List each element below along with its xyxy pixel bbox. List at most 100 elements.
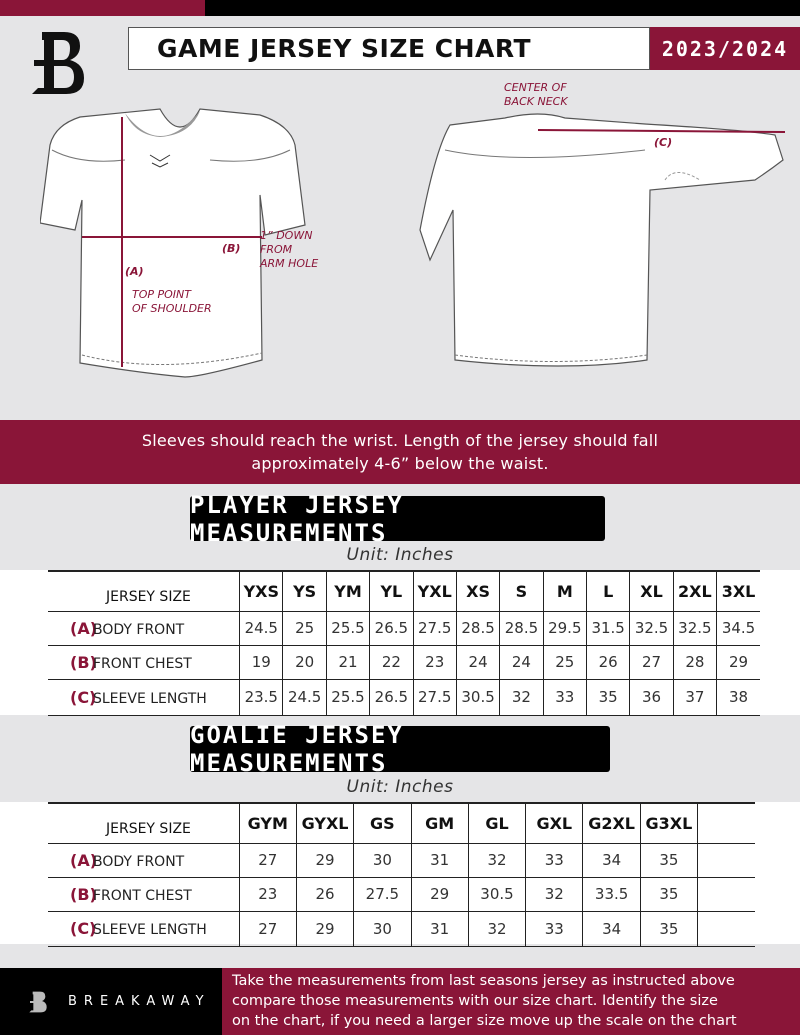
label-a: (A) (125, 265, 144, 278)
size-column-header: S (499, 571, 544, 611)
size-column-header (697, 803, 755, 843)
table-cell: 26 (585, 645, 630, 679)
shoulder-note: TOP POINT OF SHOULDER (132, 288, 212, 315)
table-cell: 21 (325, 645, 370, 679)
size-column-header: 2XL (672, 571, 717, 611)
measure-marker: (A) (70, 850, 98, 870)
table-cell: 35 (585, 679, 630, 715)
table-cell: 27 (238, 843, 297, 877)
table-cell: 32 (525, 877, 583, 911)
table-cell: 33 (542, 679, 587, 715)
goalie-section-title: GOALIE JERSEY MEASUREMENTS (190, 721, 610, 777)
table-cell: 29 (410, 877, 469, 911)
table-cell: 26 (295, 877, 354, 911)
season-badge: 2023/2024 (650, 27, 800, 70)
table-cell: 30 (353, 843, 412, 877)
table-cell: 35 (639, 911, 698, 946)
size-column-header: GYXL (295, 803, 354, 843)
size-column-header: YXL (412, 571, 457, 611)
table-cell: 25.5 (325, 679, 370, 715)
table-cell: 24 (499, 645, 544, 679)
size-header: JERSEY SIZE (106, 589, 191, 606)
table-cell: 35 (639, 843, 698, 877)
table-cell: 29 (295, 911, 354, 946)
table-cell: 22 (369, 645, 414, 679)
label-b: (B) (222, 242, 241, 255)
goalie-measurements-table: JERSEY SIZE GYM GYXL GS GM GL GXL G2XL G3XL (A)BO… (48, 802, 755, 947)
jersey-back-diagram (419, 113, 786, 367)
size-column-header: YXS (239, 571, 283, 611)
table-cell: 27.5 (353, 877, 412, 911)
table-cell: 30.5 (467, 877, 526, 911)
table-cell: 28.5 (455, 611, 500, 645)
size-column-header: GXL (525, 803, 583, 843)
table-row: (A)BODY FRONT 27 29 30 31 32 33 34 35 (48, 843, 755, 877)
footer-instructions: Take the measurements from last seasons … (222, 968, 800, 1035)
table-cell: 37 (672, 679, 717, 715)
table-cell: 26.5 (369, 611, 414, 645)
size-column-header: 3XL (716, 571, 760, 611)
table-cell: 24.5 (282, 679, 327, 715)
measure-label: SLEEVE LENGTH (93, 922, 207, 938)
top-black-bar (205, 0, 800, 16)
size-column-header: GM (410, 803, 469, 843)
table-cell: 20 (282, 645, 327, 679)
table-cell: 23.5 (239, 679, 283, 715)
measure-label: BODY FRONT (93, 621, 185, 638)
measure-label: FRONT CHEST (93, 887, 192, 904)
table-cell (697, 911, 755, 946)
table-cell (697, 843, 755, 877)
table-cell: 27.5 (412, 611, 457, 645)
table-cell: 31 (410, 843, 469, 877)
table-row: (B)FRONT CHEST 23 26 27.5 29 30.5 32 33.5 35 (48, 877, 755, 911)
table-cell: 28 (672, 645, 717, 679)
table-cell: 32.5 (672, 611, 717, 645)
table-cell: 25.5 (325, 611, 370, 645)
label-c: (C) (654, 136, 673, 149)
size-column-header: XL (629, 571, 674, 611)
size-column-header: GL (467, 803, 526, 843)
measure-label: FRONT CHEST (93, 655, 192, 672)
arm-hole-note: 1” DOWN FROM ARM HOLE (260, 229, 319, 270)
table-cell: 32.5 (629, 611, 674, 645)
table-cell: 23 (412, 645, 457, 679)
table-cell: 32 (467, 843, 526, 877)
size-column-header: L (585, 571, 630, 611)
jersey-front-diagram (40, 108, 306, 378)
table-cell: 26.5 (369, 679, 414, 715)
table-row: (C)SLEEVE LENGTH 27 29 30 31 32 33 34 35 (48, 911, 755, 946)
measure-marker: (A) (70, 618, 98, 638)
player-measurements-table: JERSEY SIZE YXS YS YM YL YXL XS S M L XL 2XL 3XL (A)B… (48, 570, 760, 716)
size-column-header: XS (455, 571, 500, 611)
table-row: (A)BODY FRONT 24.5 25 25.5 26.5 27.5 28.5 28.5 2… (48, 611, 760, 645)
table-cell: 24.5 (239, 611, 283, 645)
breakaway-logo-icon (32, 32, 84, 94)
fit-notice-banner: Sleeves should reach the wrist. Length o… (0, 420, 800, 484)
measure-marker: (B) (70, 652, 97, 672)
table-cell: 31 (410, 911, 469, 946)
measure-marker: (B) (70, 884, 97, 904)
table-cell: 32 (499, 679, 544, 715)
size-header: JERSEY SIZE (106, 821, 191, 838)
table-cell: 34 (582, 911, 641, 946)
size-column-header: G3XL (639, 803, 698, 843)
table-cell: 23 (238, 877, 297, 911)
table-cell: 32 (467, 911, 526, 946)
size-column-header: GS (353, 803, 412, 843)
table-cell: 34 (582, 843, 641, 877)
measure-marker: (C) (70, 687, 97, 707)
table-cell: 38 (716, 679, 760, 715)
size-column-header: YS (282, 571, 327, 611)
footer-brand: BREAKAWAY (0, 968, 222, 1035)
measure-label: SLEEVE LENGTH (93, 690, 207, 707)
table-cell (697, 877, 755, 911)
table-cell: 27 (238, 911, 297, 946)
top-accent-bar (0, 0, 205, 16)
table-cell: 36 (629, 679, 674, 715)
page-title: GAME JERSEY SIZE CHART (128, 27, 650, 70)
table-cell: 33 (525, 911, 583, 946)
table-row: (B)FRONT CHEST 19 20 21 22 23 24 24 25 26 27 28 29 (48, 645, 760, 679)
size-column-header: YL (369, 571, 414, 611)
size-column-header: GYM (238, 803, 297, 843)
table-cell: 27 (629, 645, 674, 679)
